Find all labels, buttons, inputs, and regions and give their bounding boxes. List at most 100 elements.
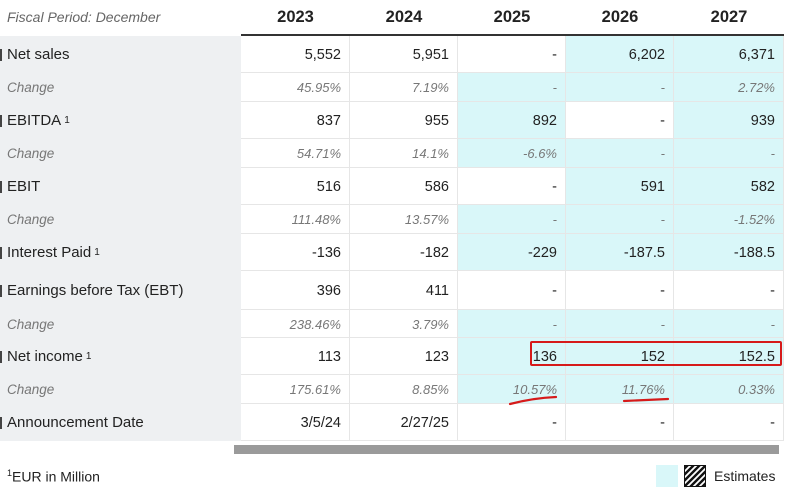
row-label: EBITDA 1 — [0, 102, 241, 139]
row-divider — [241, 270, 784, 271]
row-label-text: Change — [7, 382, 55, 397]
table-row-announcement-date: Announcement Date 3/5/24 2/27/25- - - — [0, 404, 784, 441]
row-label-text: Change — [7, 80, 55, 95]
value-cell-2025: - — [458, 271, 566, 310]
value-cell-2027: 6,371 — [674, 36, 784, 73]
row-label-text: Announcement Date — [7, 414, 144, 431]
row-label-text: Change — [7, 316, 55, 332]
hatch-swatch-icon — [684, 465, 706, 487]
value-cell-2024: 586 — [350, 168, 458, 205]
annotation-underline-2025 — [508, 395, 558, 406]
row-label-text: Change — [7, 212, 55, 227]
value-cell-2023: 175.61% — [241, 375, 350, 404]
value-cell-2025: - — [458, 36, 566, 73]
table-row-net-sales: Net sales 5,552 5,951-6,202 6,371 — [0, 36, 784, 73]
value-cell-2024: 8.85% — [350, 375, 458, 404]
value-cell-2025: - — [458, 310, 566, 338]
row-divider — [241, 101, 784, 102]
row-label-text: Net sales — [7, 46, 70, 63]
header-divider — [241, 34, 784, 36]
value-cell-2025: 10.57% — [458, 375, 566, 404]
row-marker — [0, 114, 2, 127]
table-row-ebit: EBIT 516 586-591 582 — [0, 168, 784, 205]
annotation-underline-2026 — [622, 397, 670, 403]
year-header-2027: 2027 — [710, 7, 748, 26]
row-label: Change — [0, 73, 241, 102]
year-header-2025: 2025 — [493, 7, 531, 26]
value-cell-2023: 837 — [241, 102, 350, 139]
row-label: Change — [0, 375, 241, 404]
footnote-marker: 1 — [64, 115, 70, 126]
horizontal-scrollbar[interactable] — [234, 445, 779, 454]
estimate-swatch — [656, 465, 678, 487]
value-cell-2027: - — [674, 310, 784, 338]
table-row-net-income: Net income 1 113 123 136 152 152.5 — [0, 338, 784, 375]
value-cell-2023: 111.48% — [241, 205, 350, 234]
value-cell-2027: 0.33% — [674, 375, 784, 404]
row-divider — [241, 167, 784, 168]
value-cell-2025: - — [458, 73, 566, 102]
row-divider — [241, 138, 784, 139]
table-row-change: Change 45.95% 7.19% - -2.72% — [0, 73, 784, 102]
value-cell-2026: 591 — [566, 168, 674, 205]
row-label: Interest Paid 1 — [0, 234, 241, 271]
value-cell-2026: - — [566, 404, 674, 441]
value-cell-2027: 582 — [674, 168, 784, 205]
row-label: Net sales — [0, 36, 241, 73]
legend-estimates-label: Estimates — [714, 468, 776, 484]
row-divider — [241, 72, 784, 73]
value-cell-2024: 2/27/25 — [350, 404, 458, 441]
value-cell-2023: 5,552 — [241, 36, 350, 73]
row-label-text: EBITDA — [7, 112, 62, 129]
row-label-text: Change — [7, 146, 55, 161]
row-label-text: Interest Paid — [7, 244, 92, 261]
value-cell-2024: 411 — [350, 271, 458, 310]
value-cell-2023: 45.95% — [241, 73, 350, 102]
value-cell-2027: 2.72% — [674, 73, 784, 102]
year-header-2023: 2023 — [277, 7, 314, 26]
value-cell-2026: - — [566, 271, 674, 310]
value-cell-2023: 516 — [241, 168, 350, 205]
row-marker — [0, 246, 2, 259]
value-cell-2023: 113 — [241, 338, 350, 375]
row-label: Change — [0, 205, 241, 234]
value-cell-2025: 136 — [458, 338, 566, 375]
footnote-text: EUR in Million — [12, 468, 100, 485]
value-cell-2024: 14.1% — [350, 139, 458, 168]
row-divider — [241, 309, 784, 310]
value-cell-2026: 152 — [566, 338, 674, 375]
row-marker — [0, 180, 2, 193]
table-row-interest-paid: Interest Paid 1 -136 -182 -229 -187.5 -188.5 — [0, 234, 784, 271]
value-cell-2024: 13.57% — [350, 205, 458, 234]
footnote-marker: 1 — [85, 351, 92, 362]
value-cell-2026: -187.5 — [566, 234, 674, 271]
value-cell-2024: -182 — [350, 234, 458, 271]
row-marker — [0, 48, 2, 61]
row-divider — [241, 337, 784, 338]
value-cell-2027: - — [674, 404, 784, 441]
footnote: 1EUR in Million — [7, 468, 100, 485]
row-label: Earnings before Tax (EBT) — [0, 271, 241, 310]
value-cell-2026: - — [566, 205, 674, 234]
row-label-text: EBIT — [7, 178, 41, 195]
value-cell-2024: 123 — [350, 338, 458, 375]
row-marker — [0, 284, 2, 297]
table-row-change: Change 238.46% 3.79% - - - — [0, 310, 784, 338]
table-row-earnings-before-tax-ebt: Earnings before Tax (EBT) 396 411- - - — [0, 271, 784, 310]
row-label-text: Earnings before Tax (EBT) — [7, 282, 184, 299]
value-cell-2027: - — [674, 139, 784, 168]
value-cell-2023: 396 — [241, 271, 350, 310]
value-cell-2026: - — [566, 102, 674, 139]
value-cell-2027: -188.5 — [674, 234, 784, 271]
value-cell-2026: - — [566, 73, 674, 102]
value-cell-2025: - — [458, 404, 566, 441]
table-header-row: Fiscal Period: December 2023 2024 2025 2026… — [0, 0, 784, 34]
value-cell-2025: - — [458, 168, 566, 205]
table-row-change: Change 54.71% 14.1% -6.6% - - — [0, 139, 784, 168]
row-divider — [241, 204, 784, 205]
fiscal-period-label: Fiscal Period: December — [0, 0, 241, 34]
row-divider — [241, 374, 784, 375]
value-cell-2025: -6.6% — [458, 139, 566, 168]
row-marker — [0, 416, 2, 429]
value-cell-2025: -229 — [458, 234, 566, 271]
